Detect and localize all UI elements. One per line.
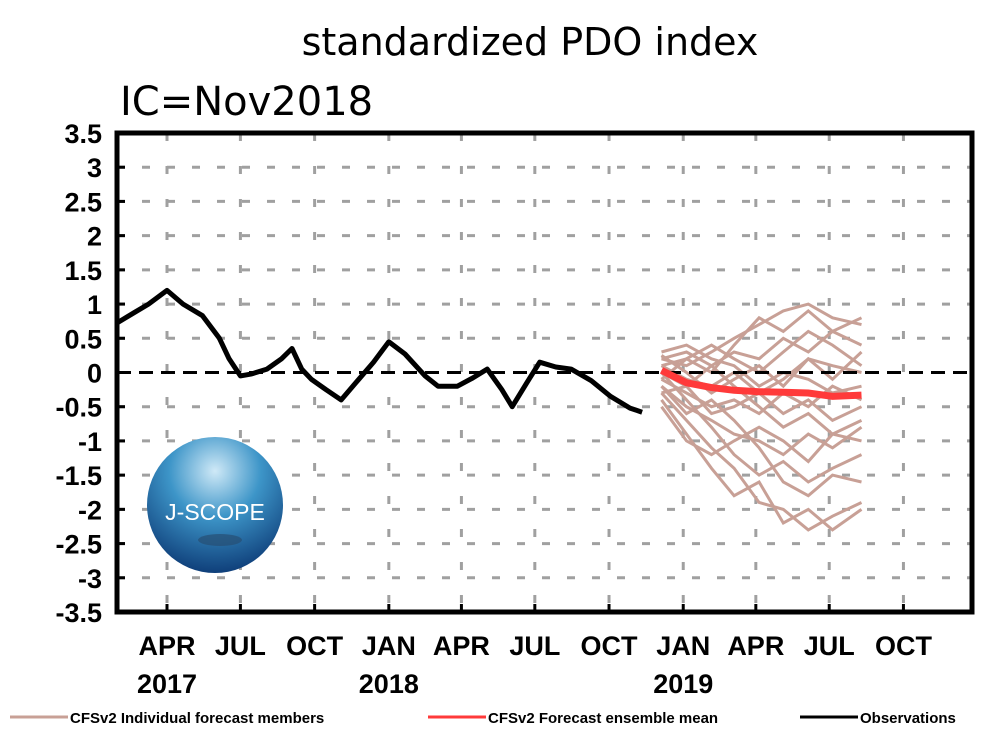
- mean-line: [659, 367, 862, 400]
- member-line: [660, 385, 862, 498]
- x-tick-label: OCT: [286, 631, 344, 661]
- x-year-label: 2017: [137, 669, 197, 699]
- x-tick-label: JAN: [656, 631, 710, 661]
- x-tick-label: OCT: [875, 631, 933, 661]
- jscope-logo: J-SCOPE: [147, 437, 283, 573]
- x-tick-label: OCT: [581, 631, 639, 661]
- y-tick-label: -1.5: [55, 461, 102, 491]
- logo-text: J-SCOPE: [165, 499, 265, 525]
- legend: CFSv2 Individual forecast members CFSv2 F…: [10, 710, 956, 727]
- legend-label: CFSv2 Individual forecast members: [70, 710, 324, 727]
- x-axis: APR 2017 JUL OCT JAN 2018 APR JUL OCT JAN 2019 APR J…: [137, 604, 932, 699]
- y-tick-label: 1: [87, 290, 102, 320]
- member-line: [660, 391, 863, 532]
- y-tick-label: 3.5: [64, 119, 102, 149]
- x-tick-label: JUL: [804, 631, 855, 661]
- member-line: [660, 354, 862, 395]
- x-tick-label: JAN: [362, 631, 416, 661]
- ensemble-mean: [659, 367, 862, 400]
- member-line: [661, 350, 863, 436]
- y-tick-label: 0: [87, 359, 102, 389]
- legend-label: Observations: [860, 710, 956, 727]
- x-year-label: 2018: [359, 669, 419, 699]
- x-tick-label: APR: [139, 631, 196, 661]
- observation-line: [116, 287, 643, 415]
- y-tick-label: -2.5: [55, 530, 102, 560]
- x-tick-label: APR: [433, 631, 490, 661]
- member-line: [661, 302, 862, 368]
- y-tick-label: -3.5: [55, 598, 102, 628]
- x-tick-label: APR: [727, 631, 784, 661]
- y-tick-label: -0.5: [55, 393, 102, 423]
- x-year-label: 2019: [653, 669, 713, 699]
- chart-subtitle: IC=Nov2018: [120, 79, 373, 125]
- y-tick-label: 2: [87, 222, 102, 252]
- y-tick-label: 3: [87, 153, 102, 183]
- member-line: [660, 405, 862, 464]
- member-line: [661, 308, 863, 375]
- forecast-members: [660, 302, 863, 532]
- member-line: [661, 343, 862, 395]
- x-tick-label: JUL: [509, 631, 560, 661]
- observations: [116, 287, 643, 415]
- y-tick-label: -2: [78, 495, 102, 525]
- chart-title: standardized PDO index: [302, 20, 759, 64]
- y-tick-label: 1.5: [64, 256, 102, 286]
- x-tick-label: JUL: [215, 631, 266, 661]
- legend-label: CFSv2 Forecast ensemble mean: [488, 710, 718, 727]
- y-tick-label: -1: [78, 427, 102, 457]
- y-tick-label: -3: [78, 564, 102, 594]
- y-tick-label: 2.5: [64, 187, 102, 217]
- y-tick-label: 0.5: [64, 324, 102, 354]
- y-axis: 3.5 3 2.5 2 1.5 1 0.5 0 -0.5 -1 -1.5 -2 -2.5 -3 -3.5: [55, 119, 125, 628]
